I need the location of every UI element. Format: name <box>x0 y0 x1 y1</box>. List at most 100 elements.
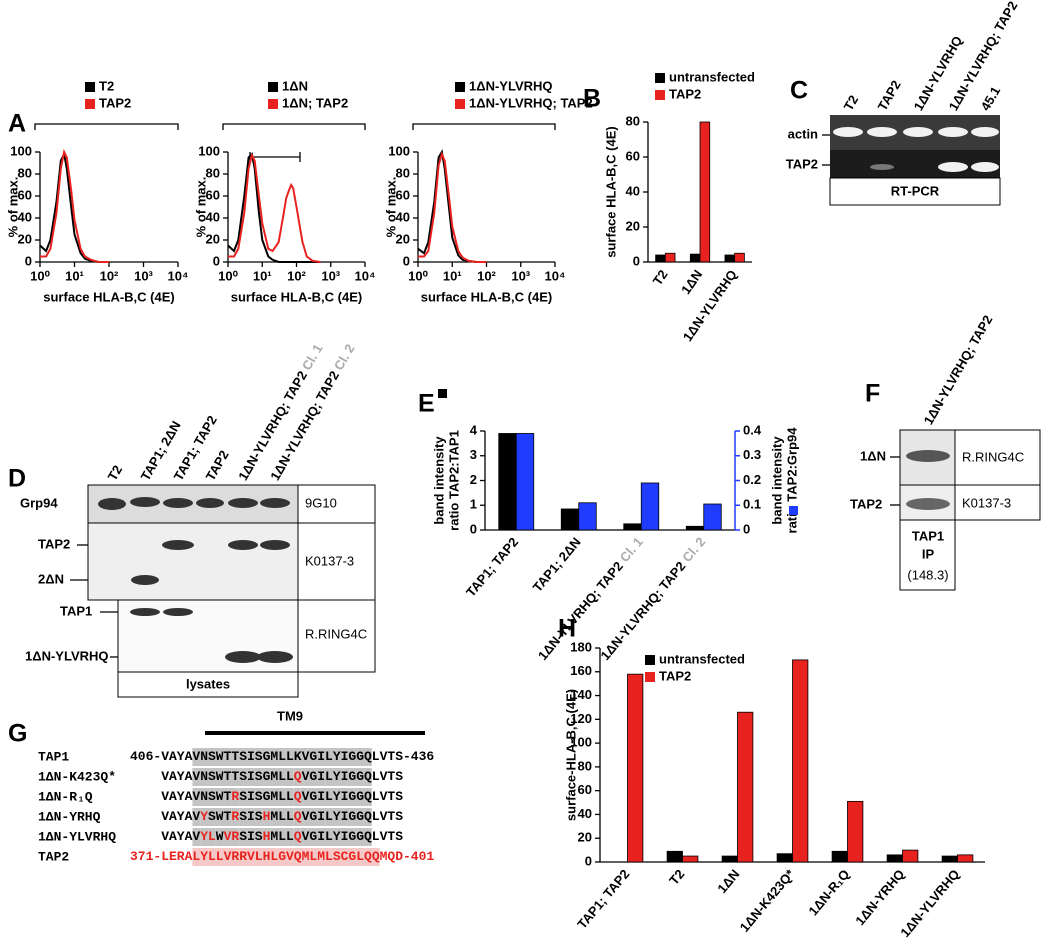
footer: TAP1 <box>912 528 944 543</box>
sequence-segment: W <box>216 829 224 844</box>
y-tick-label: 60 <box>626 148 640 163</box>
sequence-segment: VAYA <box>161 789 192 804</box>
bar <box>689 253 701 263</box>
histogram-line <box>39 151 109 263</box>
sequence-segment: H <box>263 809 271 824</box>
sequence: VAYAVYLWVRSISHMLLQVGILYIGGQLVTS <box>161 829 403 844</box>
shade <box>293 828 302 846</box>
band-label: 1ΔN-YLVRHQ <box>25 648 109 663</box>
x-axis-label: surface HLA-B,C (4E) <box>43 289 174 304</box>
panel-letter: H <box>558 615 576 643</box>
legend-swatch <box>85 99 95 109</box>
y-axis-label: % of max. <box>193 177 208 238</box>
histogram-line <box>228 152 321 263</box>
bar <box>515 433 535 531</box>
band-label: TAP1 <box>60 603 92 618</box>
sequence-segment: H <box>263 829 271 844</box>
bar <box>578 502 597 531</box>
shade <box>293 808 302 826</box>
sequence-segment: 371-LERA <box>130 849 193 864</box>
x-tick-label: T2 <box>666 866 687 887</box>
clone-label: Cl. 2 <box>331 342 358 373</box>
shade <box>192 848 380 866</box>
y-axis-label: % of max. <box>383 177 398 238</box>
lane-label: TAP2 <box>203 448 232 483</box>
band-label: 2ΔN <box>38 571 64 586</box>
y-tick-label: 2 <box>470 472 477 487</box>
y-axis-label: surface HLA-B,C (4E) <box>603 126 618 257</box>
footer-box <box>829 177 1001 206</box>
sequence: VAYAVNSWTTSISGMLLQVGILYIGGQLVTS <box>161 769 403 784</box>
legend-label: 1ΔN <box>282 78 308 93</box>
x-tick-label: 10⁰ <box>408 268 428 283</box>
lane-label: 1ΔN-YLVRHQ; TAP2 <box>921 313 996 428</box>
histogram-line <box>418 151 487 263</box>
y-axis-label: % of max. <box>5 177 20 238</box>
sequence-segment: LVTS <box>372 809 403 824</box>
shade <box>293 768 302 786</box>
bar <box>886 854 903 863</box>
sequence-name: 1ΔN-K423Q* <box>38 769 116 784</box>
sequence-segment: VR <box>224 829 240 844</box>
legend-label: untransfected <box>659 651 745 666</box>
sequence: VAYAVNSWTRSISGMLLQVGILYIGGQLVTS <box>161 789 403 804</box>
bar <box>737 711 754 863</box>
x-tick-label: TAP1; TAP2 <box>463 534 521 599</box>
y-tick-label: 80 <box>206 165 220 180</box>
x-tick-label: 10⁰ <box>30 268 50 283</box>
legend-label: 1ΔN-YLVRHQ <box>469 78 553 93</box>
y-tick-label: 160 <box>570 663 592 678</box>
y-tick-label: 40 <box>18 209 32 224</box>
gel-row <box>830 150 1000 178</box>
y-tick-label: 20 <box>626 218 640 233</box>
y2-tick-label: 0.2 <box>743 472 761 487</box>
chart: 0 20 40 60 80 100 10⁰ 10¹ 10² 10³ 10⁴ % of max. surf… <box>5 78 188 304</box>
sequence-segment: R <box>231 789 239 804</box>
sequence-segment: VNSWTTSISGMLL <box>192 769 294 784</box>
antibody: 9G10 <box>305 495 337 510</box>
panel-letter: C <box>790 77 808 105</box>
x-tick-label: 10⁴ <box>355 268 376 283</box>
legend-swatch <box>655 73 665 83</box>
x-tick-label: 1ΔN-R₁Q <box>805 866 852 918</box>
legend-label: TAP2 <box>659 668 691 683</box>
panel-letter: D <box>8 465 26 493</box>
bands <box>98 497 293 663</box>
shade <box>215 828 224 846</box>
sequence-segment: MLL <box>270 829 294 844</box>
chart: 0 20 40 60 80 100 10⁰ 10¹ 10² 10³ 10⁴ % of max. surf… <box>193 78 375 304</box>
sequence-segment: Q <box>294 829 302 844</box>
x-tick-label: TAP1; TAP2 <box>574 866 632 931</box>
shade <box>192 768 294 786</box>
x-tick-label: 10² <box>287 268 306 283</box>
x-tick-label: 10² <box>477 268 496 283</box>
x-tick-label: 10¹ <box>443 268 462 283</box>
bar <box>734 252 745 263</box>
clone-label: Cl. 2 <box>680 534 709 565</box>
sequence-segment: Q <box>294 789 302 804</box>
x-tick-label: 1ΔN-YLVRHQ <box>897 866 962 940</box>
shade <box>200 828 216 846</box>
chart: 0 20 40 60 80 100 120 140 160 180 surface-HLA-B,C … <box>563 639 985 940</box>
shade <box>301 768 372 786</box>
legend-label: T2 <box>99 78 114 93</box>
legend-swatch <box>645 672 655 682</box>
y-tick-label: 20 <box>18 231 32 246</box>
x-tick-label: 10⁴ <box>545 268 566 283</box>
shade <box>239 808 263 826</box>
sequence-segment: SWT <box>208 809 232 824</box>
bar <box>640 482 660 531</box>
y-tick-label: 100 <box>198 143 220 158</box>
antibody: R.RING4C <box>305 626 367 641</box>
chart: 0 20 40 60 80 100 10⁰ 10¹ 10² 10³ 10⁴ % of max. surf… <box>383 78 592 304</box>
sequence-segment: LVTS <box>372 769 403 784</box>
legend-swatch <box>645 655 655 665</box>
lane-label: T2 <box>105 463 126 484</box>
bar <box>831 850 848 863</box>
bar <box>699 121 711 263</box>
bar <box>703 503 722 531</box>
shade <box>231 788 240 806</box>
shade <box>270 808 294 826</box>
footer: IP <box>922 546 935 561</box>
